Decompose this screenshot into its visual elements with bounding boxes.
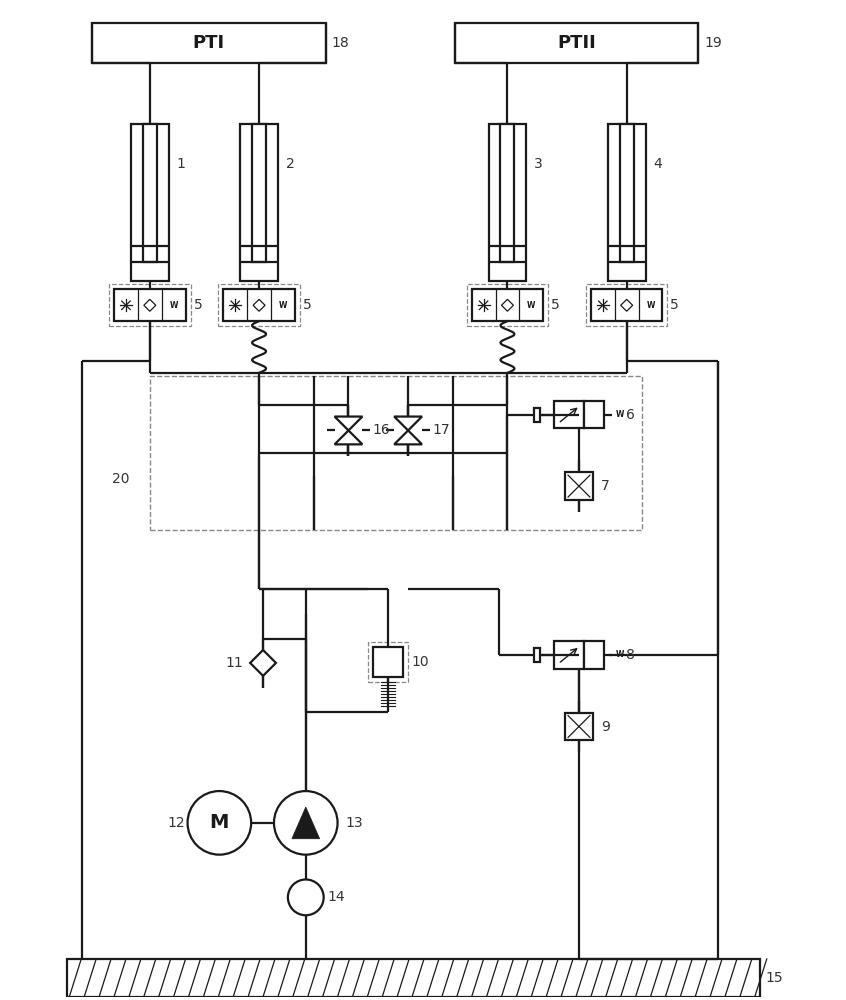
Text: 3: 3 (535, 157, 543, 171)
Bar (143, 124, 157, 262)
Text: PTII: PTII (558, 34, 596, 52)
Circle shape (274, 791, 338, 855)
Text: 5: 5 (670, 298, 679, 312)
Bar (223, 289, 295, 321)
Bar (489, 124, 526, 281)
Bar (150, 376, 641, 530)
Bar (565, 472, 593, 500)
Bar (240, 124, 278, 281)
Polygon shape (394, 417, 422, 430)
Bar (368, 642, 408, 682)
Polygon shape (502, 299, 514, 311)
Text: 5: 5 (551, 298, 560, 312)
Bar (109, 284, 190, 326)
Bar (620, 124, 634, 262)
Text: 9: 9 (601, 720, 610, 734)
Bar (373, 647, 404, 677)
Text: 12: 12 (168, 816, 185, 830)
Bar (535, 648, 541, 662)
Bar (455, 23, 698, 63)
Text: W: W (616, 410, 624, 419)
Text: W: W (646, 301, 655, 310)
Polygon shape (144, 299, 156, 311)
Polygon shape (621, 299, 633, 311)
Text: 7: 7 (601, 479, 610, 493)
Bar (554, 641, 584, 669)
Text: 4: 4 (653, 157, 662, 171)
Text: 6: 6 (626, 408, 634, 422)
Text: M: M (210, 813, 229, 832)
Text: W: W (527, 301, 536, 310)
Bar (501, 124, 514, 262)
Bar (252, 124, 266, 262)
Bar (218, 284, 299, 326)
Text: 10: 10 (411, 655, 429, 669)
Circle shape (288, 879, 324, 915)
Bar (584, 401, 604, 428)
Text: 5: 5 (194, 298, 202, 312)
Text: 19: 19 (704, 36, 722, 50)
Text: 14: 14 (327, 890, 345, 904)
Text: W: W (169, 301, 178, 310)
Bar (467, 284, 548, 326)
Polygon shape (394, 430, 422, 444)
Polygon shape (253, 299, 265, 311)
Polygon shape (250, 650, 276, 676)
Bar (565, 713, 593, 740)
Bar (591, 289, 662, 321)
Bar (586, 284, 667, 326)
Text: 20: 20 (112, 472, 129, 486)
Bar (68, 959, 760, 997)
Bar (584, 641, 604, 669)
Text: W: W (278, 301, 287, 310)
Text: 5: 5 (303, 298, 311, 312)
Bar (535, 408, 541, 422)
Polygon shape (334, 430, 362, 444)
Text: 18: 18 (332, 36, 349, 50)
Text: 2: 2 (286, 157, 294, 171)
Bar (472, 289, 543, 321)
Text: 8: 8 (626, 648, 634, 662)
Bar (131, 124, 168, 281)
Polygon shape (334, 417, 362, 430)
Text: 16: 16 (372, 423, 390, 437)
Bar (114, 289, 185, 321)
Bar (554, 401, 584, 428)
Text: 13: 13 (345, 816, 363, 830)
Polygon shape (292, 807, 320, 839)
Text: 17: 17 (432, 423, 449, 437)
Text: 15: 15 (766, 971, 783, 985)
Text: PTI: PTI (193, 34, 225, 52)
Text: 1: 1 (177, 157, 185, 171)
Text: 11: 11 (225, 656, 243, 670)
Bar (607, 124, 645, 281)
Text: W: W (616, 650, 624, 659)
Bar (92, 23, 326, 63)
Circle shape (188, 791, 251, 855)
